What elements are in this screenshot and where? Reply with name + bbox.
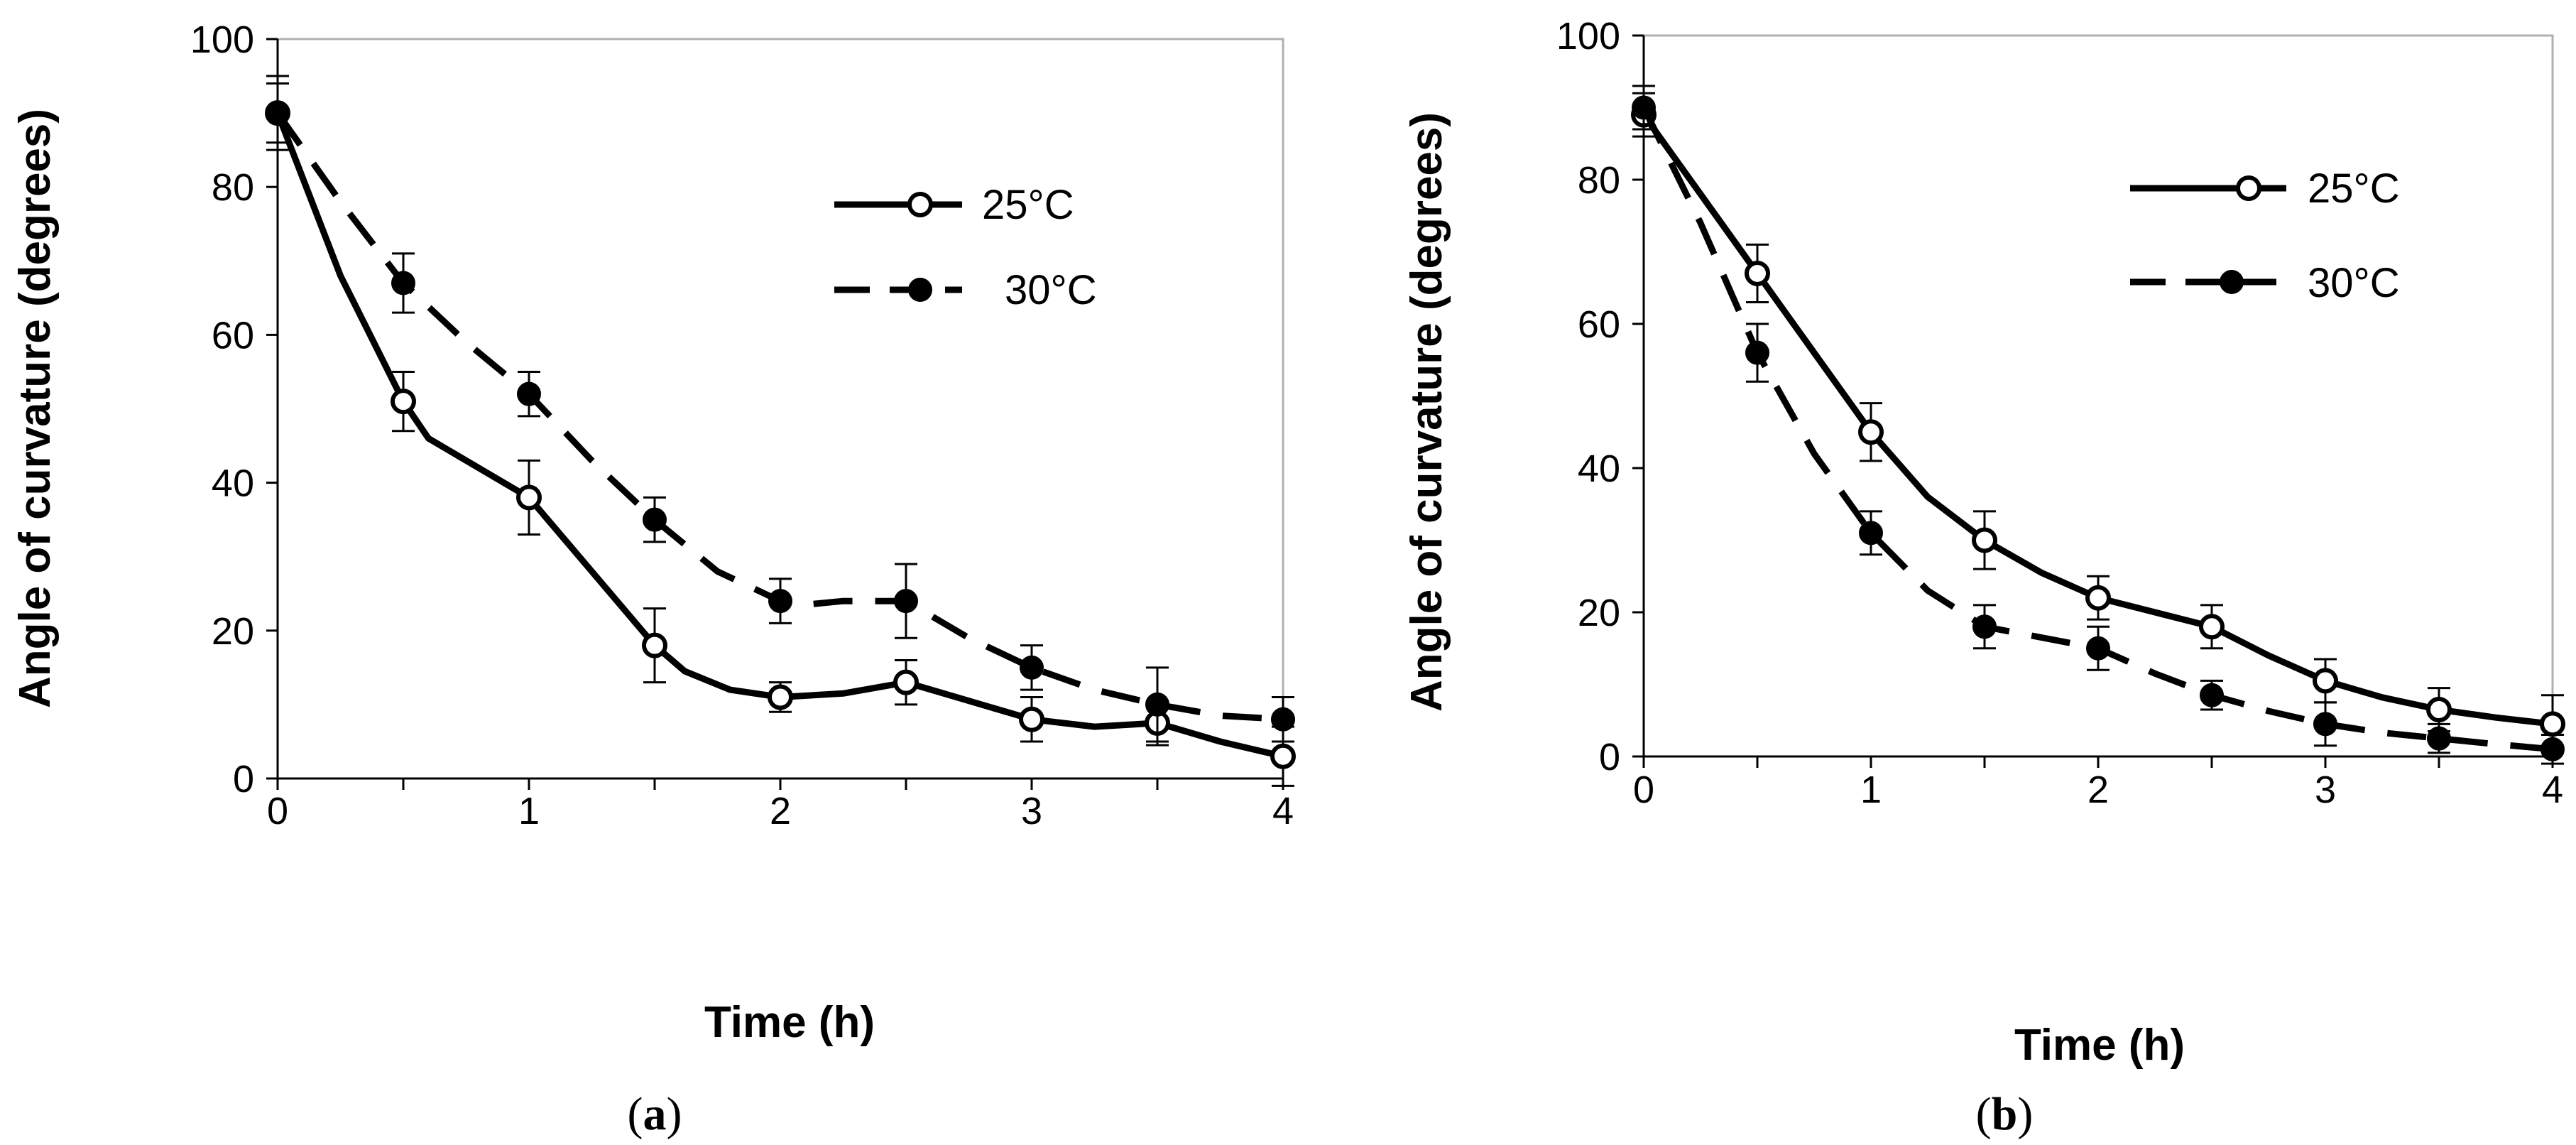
legend-label-25c-b: 25°C xyxy=(2308,165,2400,212)
series-group-b xyxy=(1631,85,2565,765)
x-tick-label-a-1: 1 xyxy=(518,790,540,832)
data-point-30c-a-3 xyxy=(643,507,667,532)
x-tick-label-b-3: 3 xyxy=(2315,769,2336,811)
caption-a-open: ( xyxy=(628,1088,643,1140)
y-axis-title-a: Angle of curvature (degrees) xyxy=(11,109,60,708)
y-ticks-a: 0 20 40 60 80 100 xyxy=(190,18,278,801)
caption-b-close: ) xyxy=(2017,1088,2033,1140)
data-point-25c-a-5 xyxy=(893,669,919,695)
y-tick-label-b-60: 60 xyxy=(1578,303,1620,346)
legend-label-25c-a: 25°C xyxy=(982,182,1074,228)
data-point-30c-a-4 xyxy=(768,589,792,614)
data-point-30c-b-0 xyxy=(1632,95,1656,120)
x-axis-title-b: Time (h) xyxy=(2014,1021,2185,1070)
data-point-30c-a-6 xyxy=(1020,655,1044,680)
data-point-25c-b-5 xyxy=(2199,614,2225,640)
data-point-25c-a-2 xyxy=(516,484,542,511)
chart-panel-a: 0 20 40 60 80 100 0 1 2 3 4 Angle of curvature (d… xyxy=(11,18,1296,1140)
legend-marker-30c-b xyxy=(2220,270,2244,294)
data-point-30c-a-0 xyxy=(266,101,290,126)
data-point-30c-a-2 xyxy=(517,381,541,406)
x-tick-label-b-0: 0 xyxy=(1633,769,1654,811)
y-tick-label-a-60: 60 xyxy=(212,314,254,357)
data-point-25c-b-6 xyxy=(2313,668,2338,694)
data-point-25c-b-8 xyxy=(2540,711,2565,737)
x-tick-label-b-2: 2 xyxy=(2087,769,2109,811)
legend-marker-25c-b xyxy=(2236,175,2261,201)
y-axis-title-b: Angle of curvature (degrees) xyxy=(1402,112,1451,712)
x-ticks-b: 0 1 2 3 4 xyxy=(1633,756,2563,811)
caption-b-open: ( xyxy=(1976,1088,1992,1140)
legend-marker-30c-a xyxy=(908,278,932,302)
y-tick-label-a-20: 20 xyxy=(212,610,254,653)
legend-label-30c-a: 30°C xyxy=(1005,267,1097,313)
legend-b: 25°C 30°C xyxy=(2130,165,2400,306)
data-point-30c-b-3 xyxy=(1972,614,1997,639)
data-point-25c-b-2 xyxy=(1858,419,1884,445)
data-point-30c-a-7 xyxy=(1145,692,1169,717)
data-point-25c-a-6 xyxy=(1019,706,1044,732)
y-ticks-b: 0 20 40 60 80 100 xyxy=(1556,15,1644,778)
chart-panel-b: 0 20 40 60 80 100 0 1 2 3 4 Angle of curvature (d… xyxy=(1402,15,2565,1140)
x-tick-label-a-2: 2 xyxy=(770,790,791,832)
x-tick-label-a-4: 4 xyxy=(1272,790,1294,832)
x-ticks-a: 0 1 2 3 4 xyxy=(267,778,1294,832)
y-tick-label-a-80: 80 xyxy=(212,166,254,209)
data-point-30c-b-6 xyxy=(2313,712,2337,737)
y-tick-label-a-40: 40 xyxy=(212,462,254,505)
data-point-30c-b-7 xyxy=(2427,726,2451,751)
data-point-25c-b-7 xyxy=(2426,697,2452,723)
x-axis-title-a: Time (h) xyxy=(704,998,875,1047)
legend-a: 25°C 30°C xyxy=(834,182,1097,313)
data-point-30c-b-1 xyxy=(1745,340,1769,365)
data-point-30c-b-8 xyxy=(2540,737,2565,761)
data-point-25c-a-4 xyxy=(768,684,793,710)
series-group-a xyxy=(265,75,1296,787)
series-line-30c-a xyxy=(275,111,1284,723)
data-point-25c-a-3 xyxy=(642,632,667,658)
caption-b-letter: b xyxy=(1992,1088,2018,1140)
y-tick-label-b-0: 0 xyxy=(1599,736,1620,778)
plot-area-a xyxy=(276,38,1284,780)
y-tick-label-b-100: 100 xyxy=(1556,15,1620,58)
data-point-25c-a-1 xyxy=(391,389,416,415)
x-tick-label-a-0: 0 xyxy=(267,790,288,832)
data-point-30c-b-2 xyxy=(1859,521,1883,546)
data-point-25c-a-8 xyxy=(1270,743,1296,769)
y-tick-label-a-0: 0 xyxy=(233,758,254,801)
y-tick-label-a-100: 100 xyxy=(190,18,254,61)
data-point-30c-b-5 xyxy=(2200,683,2224,707)
series-line-25c-a xyxy=(274,112,1284,760)
y-tick-label-b-20: 20 xyxy=(1578,592,1620,634)
data-point-30c-a-8 xyxy=(1271,707,1295,732)
x-tick-label-a-3: 3 xyxy=(1021,790,1042,832)
legend-label-30c-b: 30°C xyxy=(2308,260,2400,306)
x-tick-label-b-4: 4 xyxy=(2542,769,2563,811)
data-point-25c-b-3 xyxy=(1972,527,1997,553)
data-point-30c-a-1 xyxy=(391,271,415,295)
data-point-30c-a-5 xyxy=(894,589,918,614)
legend-marker-25c-a xyxy=(907,192,933,217)
caption-b: (b) xyxy=(1976,1088,2034,1140)
caption-a: (a) xyxy=(628,1088,682,1140)
y-tick-label-b-80: 80 xyxy=(1578,159,1620,202)
data-point-30c-b-4 xyxy=(2086,636,2110,661)
y-tick-label-b-40: 40 xyxy=(1578,447,1620,490)
data-point-25c-b-4 xyxy=(2085,585,2111,611)
x-tick-label-b-1: 1 xyxy=(1860,769,1882,811)
caption-a-close: ) xyxy=(667,1088,682,1140)
caption-a-letter: a xyxy=(643,1088,667,1140)
data-point-25c-b-1 xyxy=(1745,260,1770,286)
